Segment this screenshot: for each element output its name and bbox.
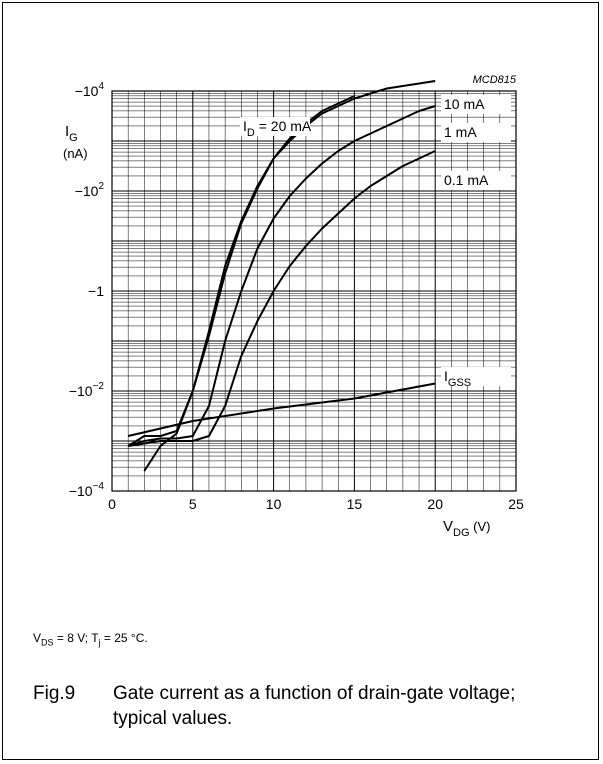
y-tick-base: −10 <box>69 483 93 499</box>
vds-value: = 8 V; <box>53 631 92 645</box>
series-label: 1 mA <box>444 124 477 140</box>
y-tick-label: −104 <box>75 81 105 99</box>
labels: 0 5 10 15 20 25−104−102−1−10−2−10−4IG(nA)VDG … <box>63 74 524 539</box>
y-axis-symbol: I <box>65 123 69 140</box>
x-axis-label: VDG (V) <box>443 518 490 539</box>
y-axis-unit: (nA) <box>63 146 88 161</box>
y-tick-label: −102 <box>75 181 105 199</box>
x-tick-label: 0 <box>108 496 116 512</box>
x-tick-label: 25 <box>508 496 524 512</box>
series-line <box>127 105 436 447</box>
plot-border <box>111 90 517 492</box>
series-label-background <box>240 117 310 136</box>
test-conditions: VDS = 8 V; Tj = 25 °C. <box>33 631 148 647</box>
series-label-background <box>441 95 511 114</box>
vds-subscript: DS <box>41 637 54 648</box>
series-label: ID = 20 mA <box>243 118 312 139</box>
y-tick-base: −10 <box>69 383 93 399</box>
gate-current-chart: 0 5 10 15 20 25−104−102−1−10−2−10−4IG(nA)VDG … <box>63 74 524 539</box>
y-axis-subscript: G <box>69 132 78 144</box>
series-label-main: 0.1 mA <box>444 172 489 188</box>
y-tick-exponent: 4 <box>98 81 104 92</box>
series-label: 10 mA <box>444 96 485 112</box>
x-tick-label: 5 <box>189 496 197 512</box>
figure-code: MCD815 <box>473 74 517 86</box>
series-label-background <box>441 171 511 190</box>
y-axis-label: IG <box>65 123 78 144</box>
series-label-main: 1 mA <box>444 124 477 140</box>
series-label-rest: = 20 mA <box>255 118 312 134</box>
curves <box>127 80 436 472</box>
y-tick-label: −1 <box>88 283 104 299</box>
series-label: 0.1 mA <box>444 172 489 188</box>
y-tick-exponent: 2 <box>98 181 104 192</box>
series-label-main: I <box>243 118 247 134</box>
series-label-main: 10 mA <box>444 96 485 112</box>
figure-number: Fig.9 <box>33 683 76 704</box>
y-tick-base: −10 <box>75 183 99 199</box>
x-tick-label: 15 <box>347 496 363 512</box>
series-line <box>128 150 436 447</box>
x-axis-symbol: V <box>443 518 453 535</box>
y-tick-exponent: −4 <box>93 481 105 492</box>
y-tick-label: −10−2 <box>69 381 105 399</box>
series-label-subscript: D <box>247 127 255 139</box>
figure-title: Gate current as a function of drain-gate… <box>113 683 516 729</box>
y-tick-base: −1 <box>88 283 104 299</box>
y-tick-exponent: −2 <box>93 381 105 392</box>
x-tick-label: 20 <box>427 496 443 512</box>
tj-subscript: j <box>98 637 101 648</box>
tj-symbol: T <box>91 631 99 645</box>
series-label-background <box>441 367 511 386</box>
y-tick-label: −10−4 <box>69 481 105 499</box>
vds-symbol: V <box>33 631 42 645</box>
y-tick-base: −10 <box>75 83 99 99</box>
tj-value: = 25 °C. <box>100 631 148 645</box>
grid <box>111 90 517 492</box>
series-line <box>127 382 436 437</box>
series-label-background <box>441 123 511 142</box>
series-label: IGSS <box>444 368 471 389</box>
x-axis-unit: (V) <box>470 519 491 534</box>
series-label-main: I <box>444 368 448 384</box>
x-tick-label: 10 <box>266 496 282 512</box>
x-axis-subscript: DG <box>453 527 470 539</box>
series-label-subscript: GSS <box>448 377 471 389</box>
